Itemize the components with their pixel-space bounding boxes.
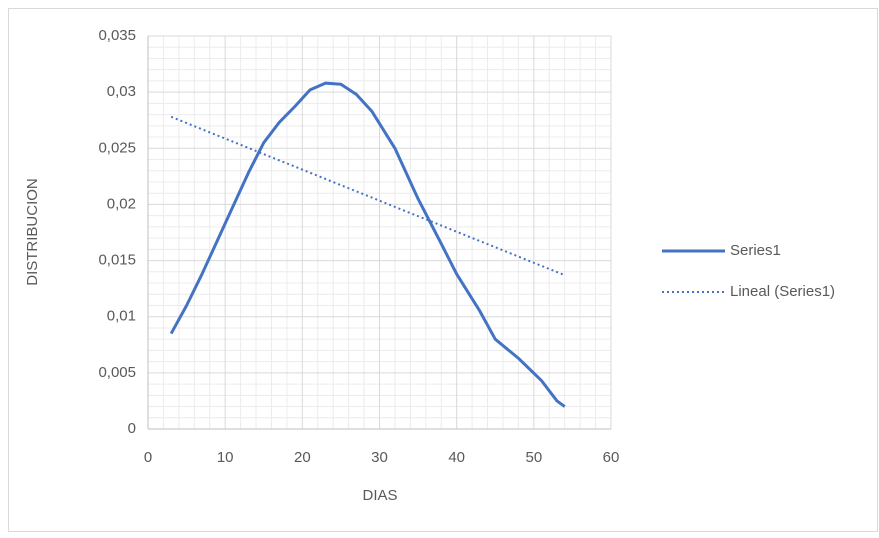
y-tick-label: 0 [128,420,136,437]
y-tick-label: 0,035 [98,27,136,44]
x-tick-label: 60 [603,449,620,466]
y-tick-label: 0,015 [98,252,136,269]
x-tick-label: 0 [144,449,152,466]
x-tick-label: 10 [217,449,234,466]
y-tick-label: 0,005 [98,364,136,381]
chart-area [8,8,878,532]
x-tick-label: 40 [448,449,465,466]
y-tick-label: 0,01 [107,308,136,325]
series-line [170,115,566,277]
y-tick-label: 0,02 [107,195,136,212]
x-axis-title: DIAS [362,487,397,504]
x-tick-label: 20 [294,449,311,466]
legend-label: Lineal (Series1) [730,283,835,300]
y-tick-label: 0,025 [98,139,136,156]
x-tick-label: 30 [371,449,388,466]
y-tick-label: 0,03 [107,83,136,100]
y-axis-title: DISTRIBUCION [24,178,41,286]
plot [169,81,566,408]
x-tick-label: 50 [525,449,542,466]
series-line [169,81,566,408]
legend-label: Series1 [730,242,781,259]
